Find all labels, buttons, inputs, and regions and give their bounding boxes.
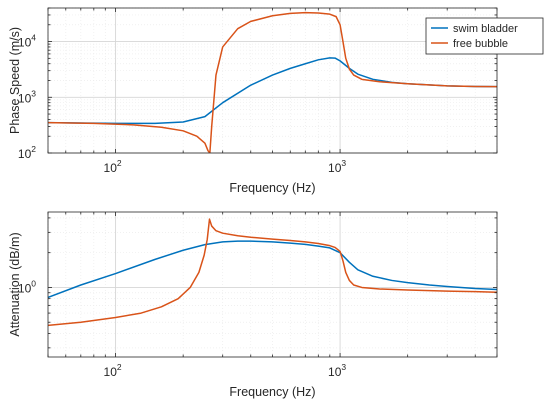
- panel2-x-tick-exponent: 3: [341, 362, 346, 372]
- panel2-y-axis-label: Attenuation (dB/m): [8, 232, 22, 336]
- panel2-x-tick-exponent: 2: [117, 362, 122, 372]
- panel1-y-axis-label: Phase Speed (m/s): [8, 27, 22, 134]
- panel2-series-line-free-bubble: [48, 218, 497, 327]
- panel1-y-tick-label: 102: [18, 144, 36, 161]
- panel1-x-tick-label: 102: [104, 158, 122, 175]
- panel1-x-tick-label: 103: [328, 158, 346, 175]
- panel1-series-line-free-bubble: [48, 11, 497, 153]
- panel1-y-tick-exponent: 2: [31, 144, 36, 154]
- legend-label: free bubble: [453, 38, 508, 50]
- panel1-x-tick-exponent: 3: [341, 158, 346, 168]
- legend-label: swim bladder: [453, 23, 518, 35]
- panel2-x-axis-label: Frequency (Hz): [229, 385, 315, 399]
- panel2-series-line-swim-bladder: [48, 240, 497, 299]
- panel1-y-tick-exponent: 4: [31, 33, 36, 43]
- panel1-x-tick-exponent: 2: [117, 158, 122, 168]
- panel1-legend: swim bladder free bubble: [425, 17, 544, 55]
- panel2-y-tick-exponent: 0: [31, 278, 36, 288]
- legend-box: [425, 17, 544, 55]
- panel1-y-tick-exponent: 3: [31, 88, 36, 98]
- panel2-x-tick-label: 103: [328, 362, 346, 379]
- panel2-x-tick-label: 102: [104, 362, 122, 379]
- panel1-x-axis-label: Frequency (Hz): [229, 181, 315, 195]
